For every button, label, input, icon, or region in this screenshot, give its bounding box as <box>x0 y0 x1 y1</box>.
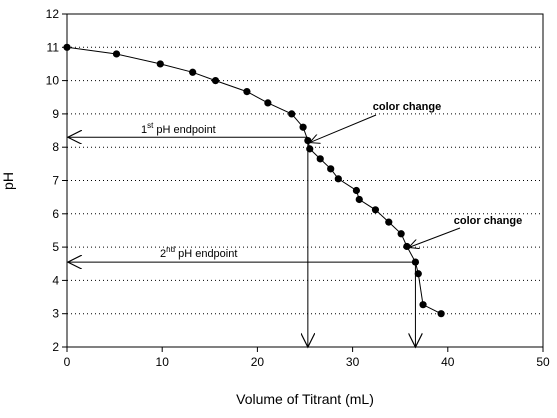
data-point <box>304 136 312 145</box>
data-point <box>211 77 220 85</box>
data-point <box>334 175 342 183</box>
y-tick-label: 12 <box>46 7 60 21</box>
x-tick-label: 30 <box>346 355 360 369</box>
color-change-label: color change <box>373 101 441 113</box>
endpoint-label: 2nd pH endpoint <box>160 245 237 260</box>
color-change-pointer <box>311 114 377 142</box>
data-point <box>327 165 335 173</box>
data-point <box>385 218 393 226</box>
data-point <box>156 60 164 68</box>
y-tick-labels: 2 3 4 5 6 7 8 9 10 11 12 <box>46 7 60 354</box>
data-point <box>355 195 363 204</box>
x-tick-label: 10 <box>156 355 170 369</box>
data-point <box>299 123 307 131</box>
y-tick-label: 10 <box>46 74 60 88</box>
y-tick-label: 4 <box>52 273 59 287</box>
x-tick-label: 40 <box>441 355 455 369</box>
x-tick-label: 50 <box>536 355 550 369</box>
data-point <box>411 258 420 266</box>
endpoint-guides <box>69 137 415 346</box>
y-tick-label: 9 <box>52 107 59 121</box>
annotations: color change color change 1st pH endpoint 2… <box>141 101 522 260</box>
data-point <box>397 230 405 238</box>
y-tick-label: 8 <box>52 140 59 154</box>
data-point <box>316 155 324 163</box>
color-change-pointer <box>410 227 461 247</box>
x-tick-labels: 0 10 20 30 40 50 <box>64 355 550 369</box>
data-points <box>63 43 445 318</box>
data-point <box>243 87 251 96</box>
y-tick-label: 11 <box>47 40 60 54</box>
data-point <box>352 186 361 195</box>
data-point <box>403 242 411 251</box>
y-tick-label: 3 <box>52 307 59 321</box>
data-point <box>437 310 445 318</box>
y-tick-label: 7 <box>52 174 59 188</box>
data-point <box>371 206 380 214</box>
data-point <box>288 110 296 118</box>
data-point <box>112 50 121 58</box>
data-point <box>63 43 71 51</box>
color-change-label: color change <box>454 215 522 227</box>
data-point <box>419 301 427 309</box>
x-axis-title: Volume of Titrant (mL) <box>236 391 374 407</box>
y-tick-label: 2 <box>52 340 59 354</box>
data-point <box>414 270 422 278</box>
x-tick-label: 20 <box>251 355 265 369</box>
x-tick-label: 0 <box>64 355 71 369</box>
y-tick-label: 6 <box>52 207 59 221</box>
y-tick-label: 5 <box>52 240 59 254</box>
data-point <box>306 145 314 153</box>
axes <box>62 13 544 352</box>
y-axis-title: pH <box>0 172 16 190</box>
endpoint-label: 1st pH endpoint <box>141 121 216 136</box>
data-point <box>189 68 197 76</box>
data-point <box>264 99 272 107</box>
